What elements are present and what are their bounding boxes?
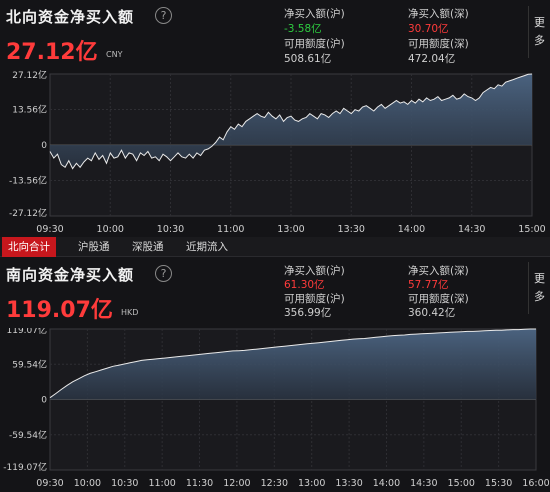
- northbound-chart: 27.12亿 13.56亿 0 -13.56亿 -27.12亿 09:30 10:00 10:…: [9, 70, 546, 235]
- x-tick-label: 11:30: [186, 478, 213, 489]
- y-tick-label: -13.56亿: [9, 175, 47, 187]
- x-tick-label: 12:00: [223, 478, 250, 489]
- help-icon[interactable]: ?: [155, 265, 172, 282]
- avail-shen-label: 可用额度(深): [408, 293, 469, 305]
- more-button[interactable]: 更多: [528, 6, 550, 58]
- northbound-unit: CNY: [106, 50, 123, 59]
- avail-hu-value: 356.99亿: [284, 307, 332, 319]
- x-tick-label: 11:00: [217, 224, 244, 235]
- southbound-net-value: 119.07亿: [6, 298, 113, 323]
- net-buy-shen-value: 30.70亿: [408, 23, 449, 35]
- x-tick-label: 10:00: [97, 224, 124, 235]
- x-tick-label: 10:30: [157, 224, 184, 235]
- net-buy-hu-value: 61.30亿: [284, 279, 325, 291]
- x-tick-label: 15:30: [485, 478, 512, 489]
- y-tick-label: 0: [41, 396, 47, 406]
- y-tick-label: 119.07亿: [7, 328, 48, 336]
- y-tick-label: -59.54亿: [9, 429, 47, 441]
- x-tick-label: 15:00: [448, 478, 475, 489]
- avail-shen-value: 360.42亿: [408, 307, 456, 319]
- x-tick-label: 13:00: [298, 478, 325, 489]
- avail-hu-value: 508.61亿: [284, 53, 332, 65]
- net-buy-shen-label: 净买入额(深): [408, 8, 469, 20]
- x-tick-label: 15:00: [518, 224, 545, 235]
- net-buy-shen-value: 57.77亿: [408, 279, 449, 291]
- northbound-net-value: 27.12亿: [6, 40, 98, 65]
- northbound-header: 北向资金净买入额 ? 27.12亿 CNY 净买入额(沪) -3.58亿 可用额…: [0, 0, 550, 70]
- y-tick-label: -119.07亿: [3, 461, 47, 473]
- net-buy-shen-label: 净买入额(深): [408, 265, 469, 277]
- x-tick-label: 10:00: [74, 478, 101, 489]
- northbound-panel: 北向资金净买入额 ? 27.12亿 CNY 净买入额(沪) -3.58亿 可用额…: [0, 0, 550, 237]
- net-buy-hu-label: 净买入额(沪): [284, 265, 345, 277]
- series-line: [49, 328, 536, 399]
- x-tick-label: 11:00: [148, 478, 175, 489]
- y-tick-label: 27.12亿: [12, 70, 47, 81]
- southbound-header: 南向资金净买入额 ? 119.07亿 HKD 净买入额(沪) 61.30亿 可用…: [0, 258, 550, 328]
- y-tick-label: 59.54亿: [12, 358, 47, 370]
- x-tick-label: 10:30: [111, 478, 138, 489]
- avail-hu-label: 可用额度(沪): [284, 38, 345, 50]
- x-tick-label: 13:00: [277, 224, 304, 235]
- x-tick-label: 14:30: [410, 478, 437, 489]
- southbound-title: 南向资金净买入额: [6, 266, 135, 284]
- x-tick-label: 14:30: [458, 224, 485, 235]
- y-tick-label: 0: [41, 141, 47, 151]
- y-tick-label: 13.56亿: [12, 104, 47, 116]
- tab-shanghai-connect[interactable]: 沪股通: [78, 241, 110, 253]
- series-area: [50, 329, 536, 400]
- x-tick-label: 13:30: [335, 478, 362, 489]
- x-tick-label: 14:00: [373, 478, 400, 489]
- x-tick-label: 13:30: [338, 224, 365, 235]
- northbound-title: 北向资金净买入额: [6, 8, 135, 26]
- avail-hu-label: 可用额度(沪): [284, 293, 345, 305]
- y-tick-label: -27.12亿: [9, 207, 47, 219]
- tab-north-total[interactable]: 北向合计: [2, 237, 56, 257]
- tab-recent-inflow[interactable]: 近期流入: [186, 241, 228, 253]
- x-tick-label: 09:30: [36, 224, 63, 235]
- net-buy-hu-value: -3.58亿: [284, 23, 322, 35]
- avail-shen-value: 472.04亿: [408, 53, 456, 65]
- x-tick-label: 12:30: [261, 478, 288, 489]
- net-buy-hu-label: 净买入额(沪): [284, 8, 345, 20]
- tab-bar: 北向合计 沪股通 深股通 近期流入: [0, 237, 550, 257]
- x-tick-label: 09:30: [36, 478, 63, 489]
- southbound-panel: 南向资金净买入额 ? 119.07亿 HKD 净买入额(沪) 61.30亿 可用…: [0, 258, 550, 492]
- avail-shen-label: 可用额度(深): [408, 38, 469, 50]
- southbound-chart: 119.07亿 59.54亿 0 -59.54亿 -119.07亿 09:30 10:00 1…: [3, 328, 549, 489]
- series-line: [49, 73, 533, 170]
- southbound-unit: HKD: [121, 308, 139, 317]
- series-area: [50, 74, 532, 169]
- x-tick-label: 16:00: [522, 478, 549, 489]
- more-button[interactable]: 更多: [528, 262, 550, 314]
- help-icon[interactable]: ?: [155, 7, 172, 24]
- x-tick-label: 14:00: [398, 224, 425, 235]
- tab-shenzhen-connect[interactable]: 深股通: [132, 241, 164, 253]
